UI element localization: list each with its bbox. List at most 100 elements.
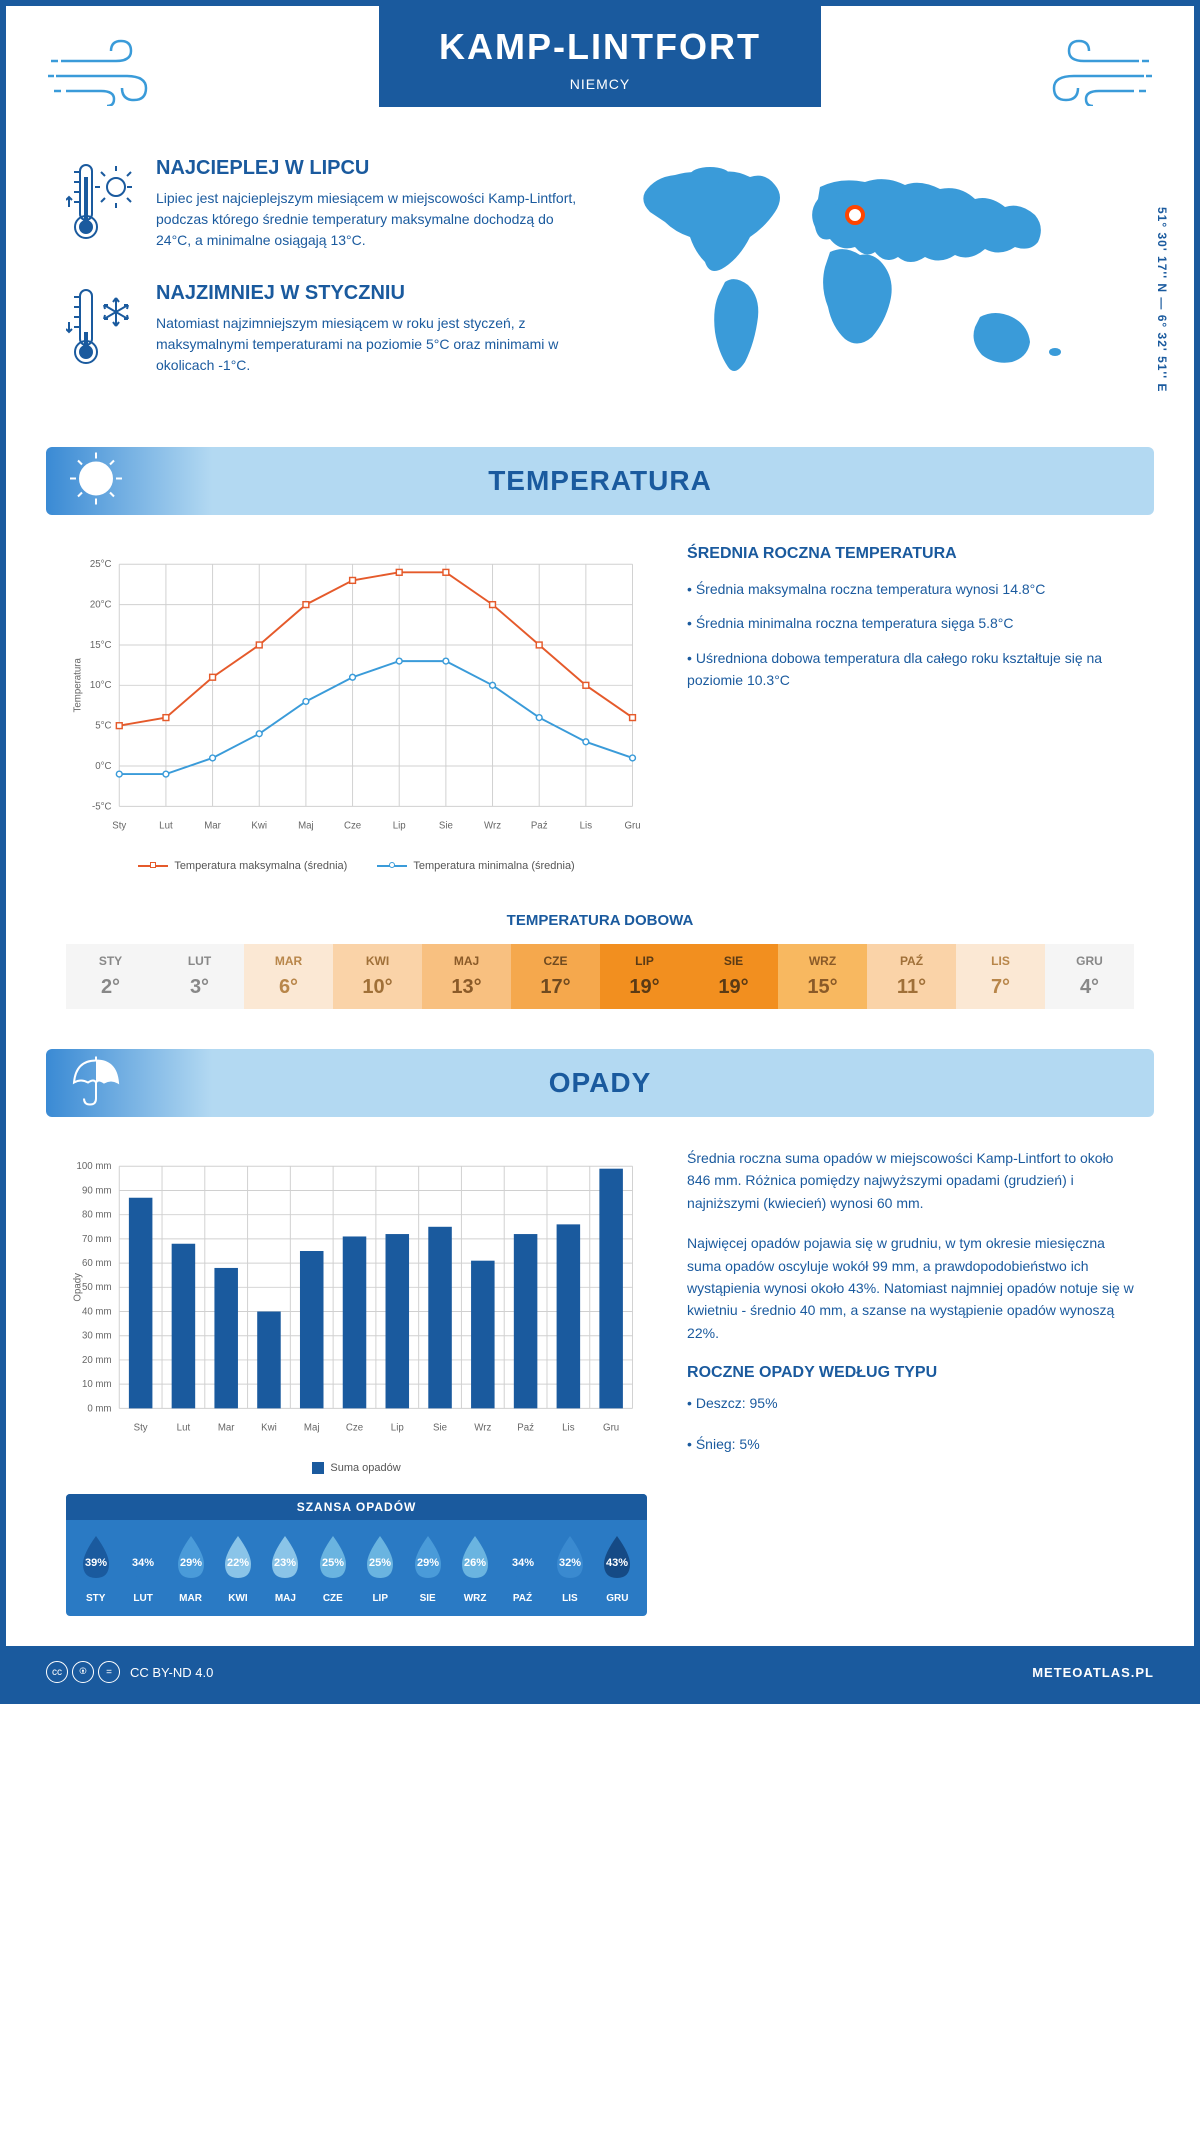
cc-icons: cc 🅯 = [46, 1661, 120, 1683]
svg-text:Lis: Lis [562, 1423, 575, 1434]
fact-warm-title: NAJCIEPLEJ W LIPCU [156, 157, 580, 180]
svg-text:Gru: Gru [603, 1423, 619, 1434]
precip-type-title: ROCZNE OPADY WEDŁUG TYPU [687, 1364, 1134, 1382]
daily-temp-section: TEMPERATURA DOBOWA STY2°LUT3°MAR6°KWI10°… [6, 902, 1194, 1049]
svg-text:20 mm: 20 mm [82, 1355, 112, 1366]
svg-text:10°C: 10°C [90, 680, 112, 691]
page-title: KAMP-LINTFORT [439, 26, 761, 68]
svg-text:Wrz: Wrz [484, 821, 501, 832]
wind-icon-right [1034, 36, 1154, 111]
svg-text:Gru: Gru [624, 821, 640, 832]
svg-text:Paź: Paź [517, 1423, 534, 1434]
header: KAMP-LINTFORT NIEMCY [6, 6, 1194, 137]
svg-text:34%: 34% [511, 1557, 533, 1569]
legend-precip: Suma opadów [330, 1462, 400, 1474]
fact-warm: NAJCIEPLEJ W LIPCU Lipiec jest najcieple… [66, 157, 580, 252]
site-name: METEOATLAS.PL [1032, 1665, 1154, 1680]
temp-info-1: • Średnia maksymalna roczna temperatura … [687, 578, 1134, 600]
temp-cell: LUT3° [155, 944, 244, 1009]
nd-icon: = [98, 1661, 120, 1683]
svg-text:20°C: 20°C [90, 600, 112, 611]
temp-info: ŚREDNIA ROCZNA TEMPERATURA • Średnia mak… [687, 545, 1134, 872]
legend-min: Temperatura minimalna (średnia) [413, 860, 574, 872]
svg-text:40 mm: 40 mm [82, 1306, 112, 1317]
svg-text:30 mm: 30 mm [82, 1331, 112, 1342]
svg-text:60 mm: 60 mm [82, 1258, 112, 1269]
chance-drop: 22%KWI [216, 1532, 259, 1604]
fact-cold: NAJZIMNIEJ W STYCZNIU Natomiast najzimni… [66, 282, 580, 377]
svg-text:80 mm: 80 mm [82, 1210, 112, 1221]
temp-table: STY2°LUT3°MAR6°KWI10°MAJ13°CZE17°LIP19°S… [66, 944, 1134, 1009]
svg-text:39%: 39% [85, 1557, 107, 1569]
svg-text:Temperatura: Temperatura [73, 658, 84, 713]
cc-icon: cc [46, 1661, 68, 1683]
svg-text:90 mm: 90 mm [82, 1185, 112, 1196]
chance-box: SZANSA OPADÓW 39%STY34%LUT29%MAR22%KWI23… [66, 1494, 647, 1616]
svg-text:Lis: Lis [580, 821, 593, 832]
footer: cc 🅯 = CC BY-ND 4.0 METEOATLAS.PL [6, 1646, 1194, 1698]
svg-text:0 mm: 0 mm [87, 1403, 111, 1414]
svg-text:34%: 34% [132, 1557, 154, 1569]
svg-text:Lut: Lut [177, 1423, 191, 1434]
precip-text-1: Średnia roczna suma opadów w miejscowośc… [687, 1147, 1134, 1214]
temp-cell: CZE17° [511, 944, 600, 1009]
coordinates: 51° 30' 17'' N — 6° 32' 51'' E [1155, 207, 1169, 392]
intro-section: NAJCIEPLEJ W LIPCU Lipiec jest najcieple… [6, 137, 1194, 447]
svg-text:Sty: Sty [134, 1423, 148, 1434]
fact-warm-text: Lipiec jest najcieplejszym miesiącem w m… [156, 188, 580, 251]
temp-info-3: • Uśredniona dobowa temperatura dla całe… [687, 647, 1134, 692]
svg-text:100 mm: 100 mm [77, 1161, 112, 1172]
svg-text:Lip: Lip [393, 821, 406, 832]
svg-text:Lut: Lut [159, 821, 173, 832]
svg-text:25°C: 25°C [90, 559, 112, 570]
svg-text:25%: 25% [322, 1557, 344, 1569]
temp-cell: KWI10° [333, 944, 422, 1009]
precip-type-2: • Śnieg: 5% [687, 1433, 1134, 1455]
sun-icon [66, 449, 126, 514]
svg-text:Lip: Lip [391, 1423, 404, 1434]
chance-drop: 34%LUT [121, 1532, 164, 1604]
chance-drop: 32%LIS [548, 1532, 591, 1604]
svg-text:Mar: Mar [204, 821, 221, 832]
legend-max: Temperatura maksymalna (średnia) [174, 860, 347, 872]
chance-drop: 23%MAJ [264, 1532, 307, 1604]
precip-type-1: • Deszcz: 95% [687, 1392, 1134, 1414]
svg-text:Opady: Opady [73, 1273, 84, 1302]
by-icon: 🅯 [72, 1661, 94, 1683]
temp-cell: MAR6° [244, 944, 333, 1009]
chance-drop: 34%PAŹ [501, 1532, 544, 1604]
chance-drop: 29%MAR [169, 1532, 212, 1604]
svg-text:Sty: Sty [112, 821, 126, 832]
svg-text:Kwi: Kwi [261, 1423, 277, 1434]
temp-cell: LIS7° [956, 944, 1045, 1009]
fact-cold-title: NAJZIMNIEJ W STYCZNIU [156, 282, 580, 305]
svg-text:Maj: Maj [304, 1423, 320, 1434]
wind-icon-left [46, 36, 166, 111]
chance-drop: 25%LIP [359, 1532, 402, 1604]
svg-text:Wrz: Wrz [474, 1423, 491, 1434]
temp-cell: WRZ15° [778, 944, 867, 1009]
chance-drop: 29%SIE [406, 1532, 449, 1604]
precip-legend: Suma opadów [66, 1462, 647, 1474]
chance-drop: 25%CZE [311, 1532, 354, 1604]
svg-text:5°C: 5°C [95, 721, 111, 732]
temp-info-title: ŚREDNIA ROCZNA TEMPERATURA [687, 545, 1134, 563]
chance-drop: 26%WRZ [453, 1532, 496, 1604]
svg-text:29%: 29% [417, 1557, 439, 1569]
temp-section-title: TEMPERATURA [86, 465, 1114, 497]
temp-info-2: • Średnia minimalna roczna temperatura s… [687, 612, 1134, 634]
svg-text:29%: 29% [180, 1557, 202, 1569]
precip-section-title: OPADY [86, 1067, 1114, 1099]
world-map [620, 157, 1134, 402]
header-banner: KAMP-LINTFORT NIEMCY [379, 6, 821, 107]
precip-header: OPADY [46, 1049, 1154, 1117]
svg-text:Sie: Sie [439, 821, 453, 832]
chance-drop: 43%GRU [596, 1532, 639, 1604]
chance-title: SZANSA OPADÓW [66, 1494, 647, 1520]
temp-legend: Temperatura maksymalna (średnia) Tempera… [66, 860, 647, 872]
daily-temp-title: TEMPERATURA DOBOWA [66, 912, 1134, 929]
svg-text:-5°C: -5°C [92, 801, 111, 812]
thermometer-snow-icon [66, 282, 136, 377]
svg-text:26%: 26% [464, 1557, 486, 1569]
temp-cell: LIP19° [600, 944, 689, 1009]
